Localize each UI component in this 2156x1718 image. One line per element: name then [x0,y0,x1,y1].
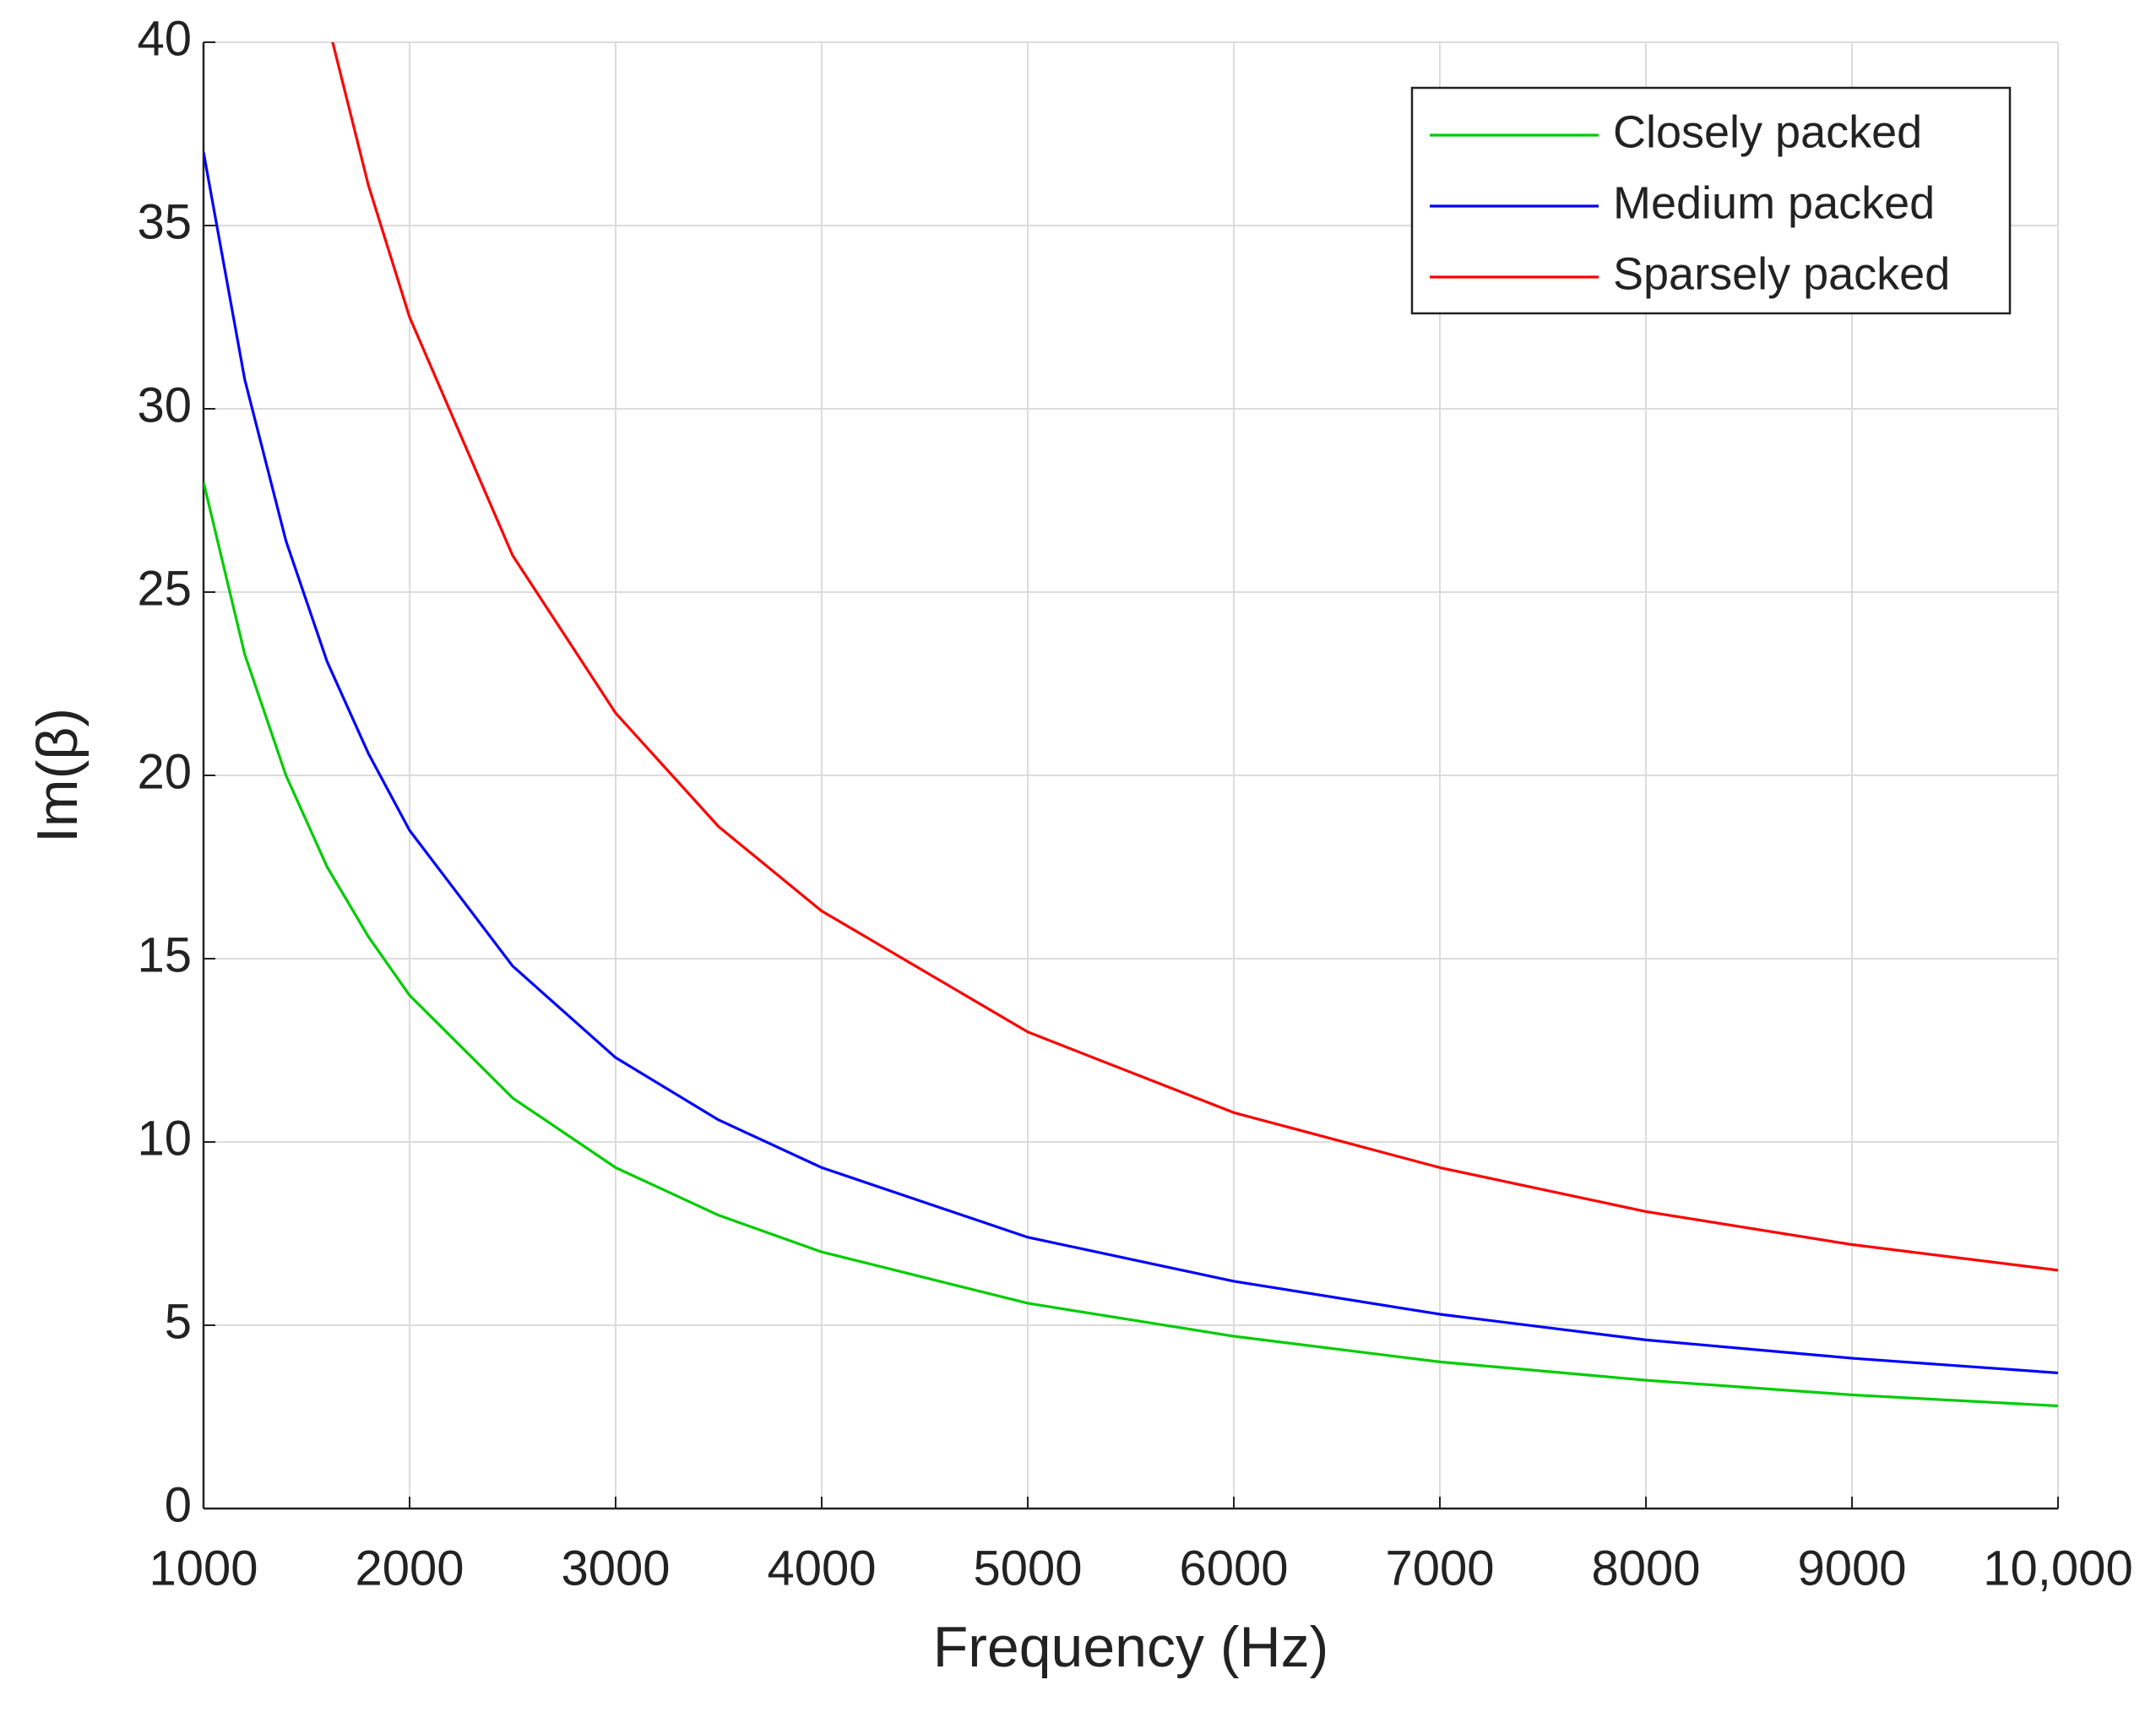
y-axis-label: Im(β) [25,708,90,843]
x-tick-label: 5000 [973,1541,1082,1596]
legend-label: Medium packed [1613,177,1935,228]
x-tick-label: 6000 [1179,1541,1288,1596]
x-tick-label: 8000 [1591,1541,1700,1596]
y-tick-label: 5 [165,1294,192,1349]
x-axis-label: Frequency (Hz) [933,1615,1329,1679]
y-tick-label: 40 [137,11,192,66]
legend-label: Closely packed [1613,106,1922,157]
y-tick-label: 35 [137,194,192,249]
legend-label: Sparsely packed [1613,248,1950,299]
x-tick-label: 10,000 [1983,1541,2132,1596]
x-tick-label: 7000 [1385,1541,1494,1596]
y-tick-label: 15 [137,927,192,982]
y-tick-label: 30 [137,378,192,432]
y-tick-label: 0 [165,1477,192,1532]
y-tick-label: 25 [137,561,192,616]
series-line [331,42,2058,1272]
x-tick-label: 1000 [149,1541,258,1596]
x-tick-label: 2000 [355,1541,464,1596]
x-tick-label: 4000 [767,1541,876,1596]
plot-area [204,42,2058,1408]
x-tick-label: 3000 [561,1541,670,1596]
y-tick-label: 10 [137,1111,192,1166]
series-line [204,481,2058,1408]
y-tick-label: 20 [137,744,192,799]
series-line [204,151,2058,1375]
x-tick-label: 9000 [1797,1541,1906,1596]
